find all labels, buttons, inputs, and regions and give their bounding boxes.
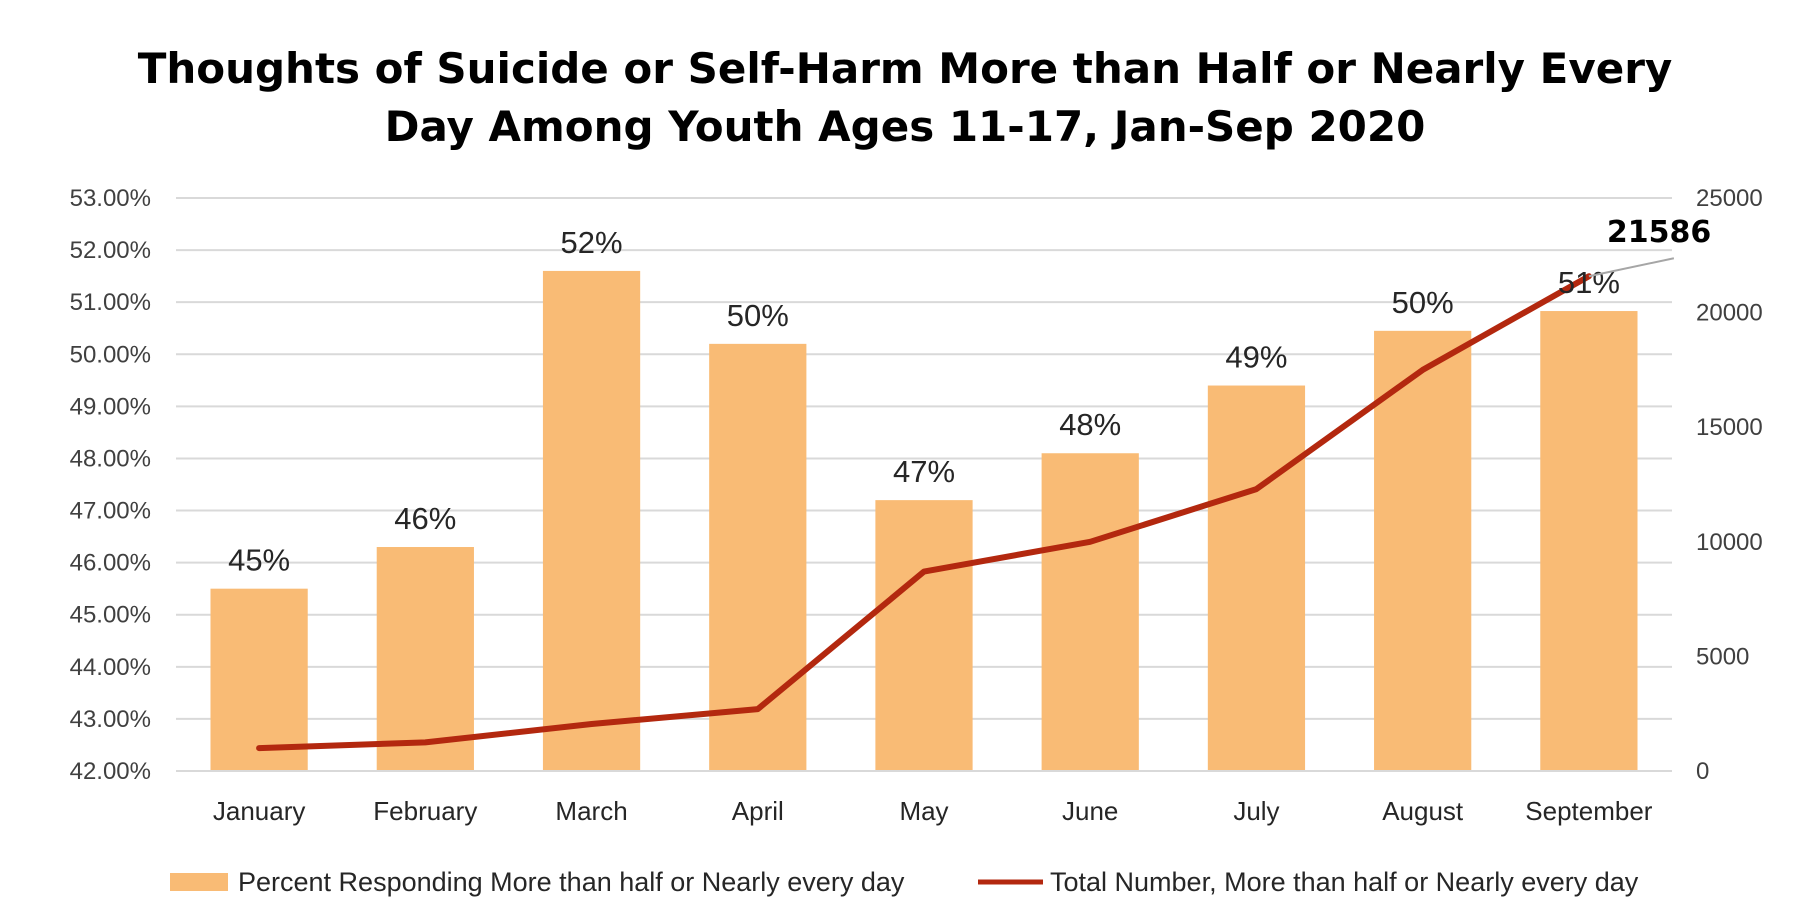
x-tick-label: April: [732, 796, 784, 826]
line-point: [1255, 488, 1257, 490]
chart-title-line-2: Day Among Youth Ages 11-17, Jan-Sep 2020: [384, 102, 1426, 151]
x-tick-label: May: [899, 796, 948, 826]
bar-data-label: 48%: [1059, 407, 1121, 442]
y-right-tick-label: 25000: [1696, 185, 1763, 212]
y-right-tick-label: 0: [1696, 758, 1709, 785]
y-left-tick-label: 48.00%: [70, 445, 151, 472]
x-axis: January February March April May June July Augu…: [176, 770, 1672, 826]
legend-label-line: Total Number, More than half or Nearly e…: [1050, 867, 1639, 897]
bar: [875, 500, 973, 771]
y-left-tick-label: 51.00%: [70, 289, 151, 316]
y-left-tick-label: 43.00%: [70, 706, 151, 733]
bar-data-label: 50%: [727, 298, 789, 333]
left-axis: 42.00% 43.00% 44.00% 45.00% 46.00% 47.00% 48.0…: [70, 185, 151, 785]
callout: 21586: [1588, 215, 1711, 278]
bar: [1207, 385, 1306, 771]
bar: [542, 270, 641, 771]
bar-data-label: 51%: [1558, 265, 1620, 300]
x-tick-label: January: [213, 796, 306, 826]
line-point: [258, 747, 260, 749]
bar: [709, 343, 807, 771]
line-point: [424, 741, 426, 743]
bar-series: [210, 270, 1638, 771]
y-left-tick-label: 52.00%: [70, 237, 151, 264]
chart-title-line-1: Thoughts of Suicide or Self-Harm More th…: [137, 44, 1673, 93]
y-left-tick-label: 46.00%: [70, 550, 151, 577]
y-left-tick-label: 49.00%: [70, 393, 151, 420]
legend: Percent Responding More than half or Nea…: [170, 867, 1639, 897]
y-left-tick-label: 47.00%: [70, 498, 151, 525]
y-right-tick-label: 15000: [1696, 414, 1763, 441]
data-labels: 45% 46% 52% 50% 47% 48% 49% 50% 51%: [228, 225, 1620, 578]
x-tick-label: February: [373, 796, 477, 826]
callout-leader-line: [1588, 257, 1675, 278]
bar: [210, 588, 308, 771]
y-left-tick-label: 42.00%: [70, 758, 151, 785]
callout-label: 21586: [1607, 215, 1711, 250]
line-point: [923, 571, 925, 573]
line-point: [1422, 369, 1424, 371]
bar: [1374, 330, 1472, 771]
line-point: [1089, 541, 1091, 543]
bar-data-label: 49%: [1225, 340, 1287, 375]
y-right-tick-label: 5000: [1696, 643, 1749, 670]
y-left-tick-label: 53.00%: [70, 185, 151, 212]
bar: [376, 547, 474, 771]
bar-data-label: 52%: [561, 225, 623, 260]
x-tick-label: June: [1062, 796, 1118, 826]
bar-data-label: 46%: [394, 501, 456, 536]
bar: [1540, 311, 1638, 771]
y-right-tick-label: 20000: [1696, 300, 1763, 327]
y-left-tick-label: 44.00%: [70, 654, 151, 681]
y-right-tick-label: 10000: [1696, 529, 1763, 556]
y-left-tick-label: 50.00%: [70, 341, 151, 368]
y-left-tick-label: 45.00%: [70, 602, 151, 629]
right-axis: 0 5000 10000 15000 20000 25000: [1696, 185, 1763, 785]
legend-label-bars: Percent Responding More than half or Nea…: [238, 867, 905, 897]
bar: [1041, 453, 1139, 771]
bar-data-label: 45%: [228, 543, 290, 578]
chart-title: Thoughts of Suicide or Self-Harm More th…: [0, 40, 1810, 156]
x-tick-label: August: [1382, 796, 1464, 826]
line-point: [757, 708, 759, 710]
x-tick-label: September: [1525, 796, 1653, 826]
bar-data-label: 50%: [1392, 285, 1454, 320]
line-point: [591, 723, 593, 725]
x-tick-label: March: [555, 796, 627, 826]
bar-data-label: 47%: [893, 454, 955, 489]
legend-swatch-bars: [170, 873, 228, 891]
x-tick-label: July: [1233, 796, 1279, 826]
